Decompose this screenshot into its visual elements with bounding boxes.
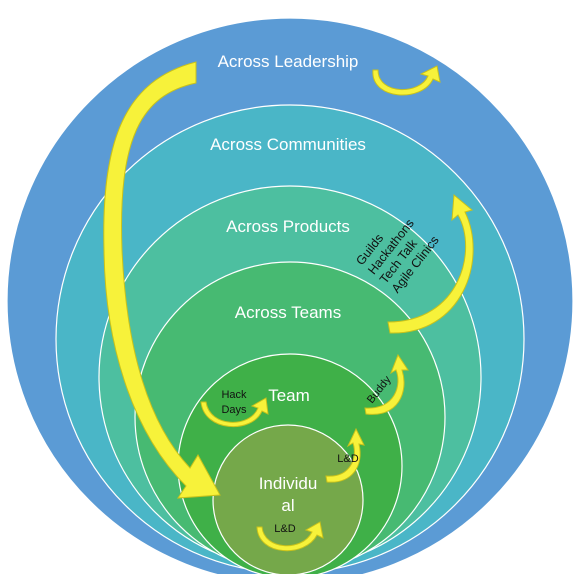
individual-ld-loop-arrow <box>256 521 324 552</box>
label-hack-days-line2: Days <box>221 404 247 416</box>
label-team: Team <box>268 386 310 405</box>
leadership-to-individual-arrow <box>103 61 221 499</box>
practices-list: Guilds Hackathons Tech Talk Agile Clinic… <box>353 216 441 295</box>
label-individual-ld: L&D <box>274 523 295 535</box>
hack-days-loop-arrow <box>200 397 269 428</box>
label-across-communities: Across Communities <box>210 135 366 154</box>
label-across-leadership: Across Leadership <box>218 52 359 71</box>
label-across-teams: Across Teams <box>235 303 341 322</box>
ring-individual <box>212 424 364 574</box>
label-individual-line1: Individu <box>259 474 318 493</box>
team-buddy-arrow <box>364 353 409 415</box>
teams-to-products-arrow <box>387 193 474 334</box>
leadership-loop-arrow <box>372 65 441 96</box>
label-across-products: Across Products <box>226 217 350 236</box>
label-individual-line2: al <box>281 496 294 515</box>
label-team-ld: L&D <box>337 453 358 465</box>
label-hack-days-line1: Hack <box>221 389 247 401</box>
individual-to-team-arrow <box>325 427 365 483</box>
